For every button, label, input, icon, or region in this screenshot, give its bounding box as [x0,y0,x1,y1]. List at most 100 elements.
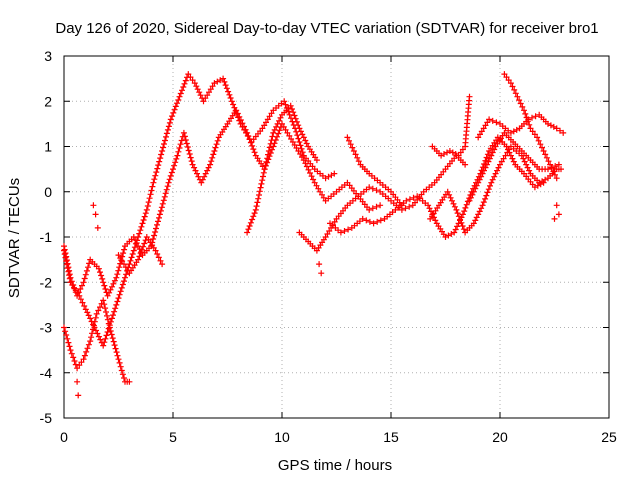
data-point [558,166,564,173]
data-point [154,165,161,172]
data-point [209,154,216,161]
data-point [237,117,244,123]
data-point [166,119,173,126]
data-point [262,162,269,169]
data-point [75,392,82,399]
data-point [258,180,265,187]
data-point [545,166,551,173]
data-point [337,229,344,236]
data-point [295,122,302,129]
data-point [402,205,409,212]
data-point [110,312,116,319]
data-point [482,195,489,202]
data-point [552,171,558,178]
data-point [239,120,246,127]
data-point [487,182,493,189]
data-point [157,257,164,264]
data-point [252,206,259,213]
data-point [155,162,162,169]
data-point [168,169,175,176]
data-point [173,155,180,162]
data-point [66,343,73,350]
data-point [177,141,184,148]
data-point [523,114,530,121]
data-point [101,282,108,289]
data-point [114,298,121,305]
x-tick-labels: 0 5 10 15 20 25 [60,429,617,445]
data-point [373,203,380,210]
data-point [521,107,527,114]
data-point [139,220,146,227]
data-point [511,86,518,93]
data-point [403,197,410,204]
data-point [486,116,493,123]
data-point [108,331,115,338]
data-point [159,148,166,154]
data-point [352,151,359,158]
data-point [114,271,121,278]
data-point [63,257,70,264]
data-point [213,141,220,148]
data-point [269,133,276,140]
data-point [249,216,256,223]
data-point [87,338,94,345]
data-point [555,211,562,218]
data-point [121,375,127,381]
data-point [80,356,87,363]
data-point [406,196,413,203]
chart-title: Day 126 of 2020, Sidereal Day-to-day VTE… [55,20,598,37]
data-point [485,186,492,193]
data-point [74,292,81,299]
data-point [483,192,490,199]
data-point [121,246,128,253]
data-point [276,117,283,124]
data-point [182,137,189,143]
data-point [307,170,313,176]
data-point [123,271,130,278]
data-point [297,142,304,149]
data-point [153,225,159,232]
data-point [170,166,176,173]
data-point [119,371,126,378]
data-point [99,275,106,282]
data-point [174,100,180,107]
data-point [122,274,128,281]
data-point [241,123,247,130]
data-point [281,98,288,105]
data-point [162,137,168,144]
data-point [103,332,110,339]
data-point [366,218,373,225]
data-point [457,216,464,223]
data-point [191,80,198,87]
data-point [326,228,333,234]
data-point [451,203,458,210]
data-point [295,135,302,142]
data-point [548,165,555,171]
data-point [160,144,167,151]
data-point [141,213,148,220]
data-point [65,339,72,346]
data-point [84,309,91,316]
data-point [194,170,200,177]
data-point [315,185,322,192]
data-point [291,112,298,119]
data-point [104,312,110,319]
data-point [263,158,270,165]
data-point [462,161,469,168]
data-point [66,267,73,274]
data-point [155,254,162,261]
data-point [138,223,145,230]
data-point [543,154,550,161]
data-point [163,186,170,193]
data-point [86,260,93,267]
data-point [84,345,91,352]
data-point [406,203,413,210]
data-point [452,226,459,233]
data-point [455,152,462,159]
data-point [119,281,126,288]
data-point [71,285,78,292]
data-point [97,269,103,276]
data-point [459,211,466,218]
data-point [207,161,214,168]
data-point [266,144,273,151]
